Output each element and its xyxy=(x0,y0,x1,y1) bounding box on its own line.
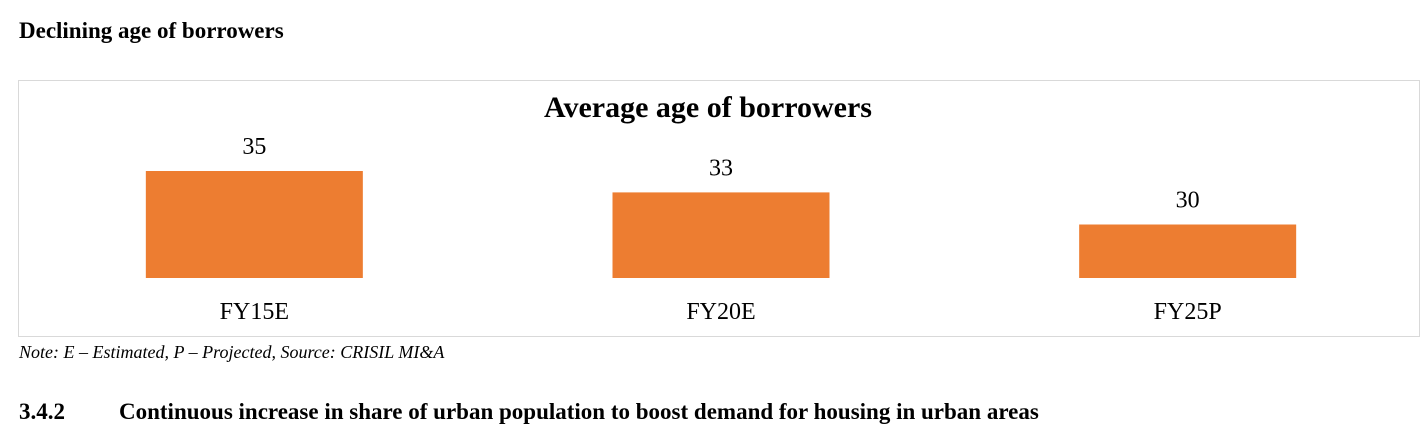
data-label-fy25p: 30 xyxy=(1176,188,1200,214)
bar-fy25p xyxy=(1079,224,1297,278)
category-label-fy15e: FY15E xyxy=(220,299,289,325)
source-note: Note: E – Estimated, P – Projected, Sour… xyxy=(19,342,445,362)
category-label-fy20e: FY20E xyxy=(686,299,755,325)
section-heading: Declining age of borrowers xyxy=(19,18,284,43)
next-section-heading: 3.4.2 Continuous increase in share of urb… xyxy=(19,399,1039,425)
bar-fy15e xyxy=(145,171,363,278)
bar-chart: Average age of borrowers 35FY15E33FY20E3… xyxy=(145,91,1297,325)
bars-layer: 35 FY15E 33 FY20E 30 FY25P xyxy=(145,134,1297,325)
bar-fy20e xyxy=(612,192,830,278)
category-label-fy25p: FY25P xyxy=(1154,299,1222,325)
section-title: Continuous increase in share of urban po… xyxy=(119,399,1039,424)
data-label-fy20e: 33 xyxy=(709,155,733,181)
data-label-fy15e: 35 xyxy=(242,134,266,160)
section-number: 3.4.2 xyxy=(19,399,65,424)
chart-container: Average age of borrowers 35 FY15E 33 FY20E 3… xyxy=(18,80,1420,337)
chart-title: Average age of borrowers xyxy=(544,91,872,124)
